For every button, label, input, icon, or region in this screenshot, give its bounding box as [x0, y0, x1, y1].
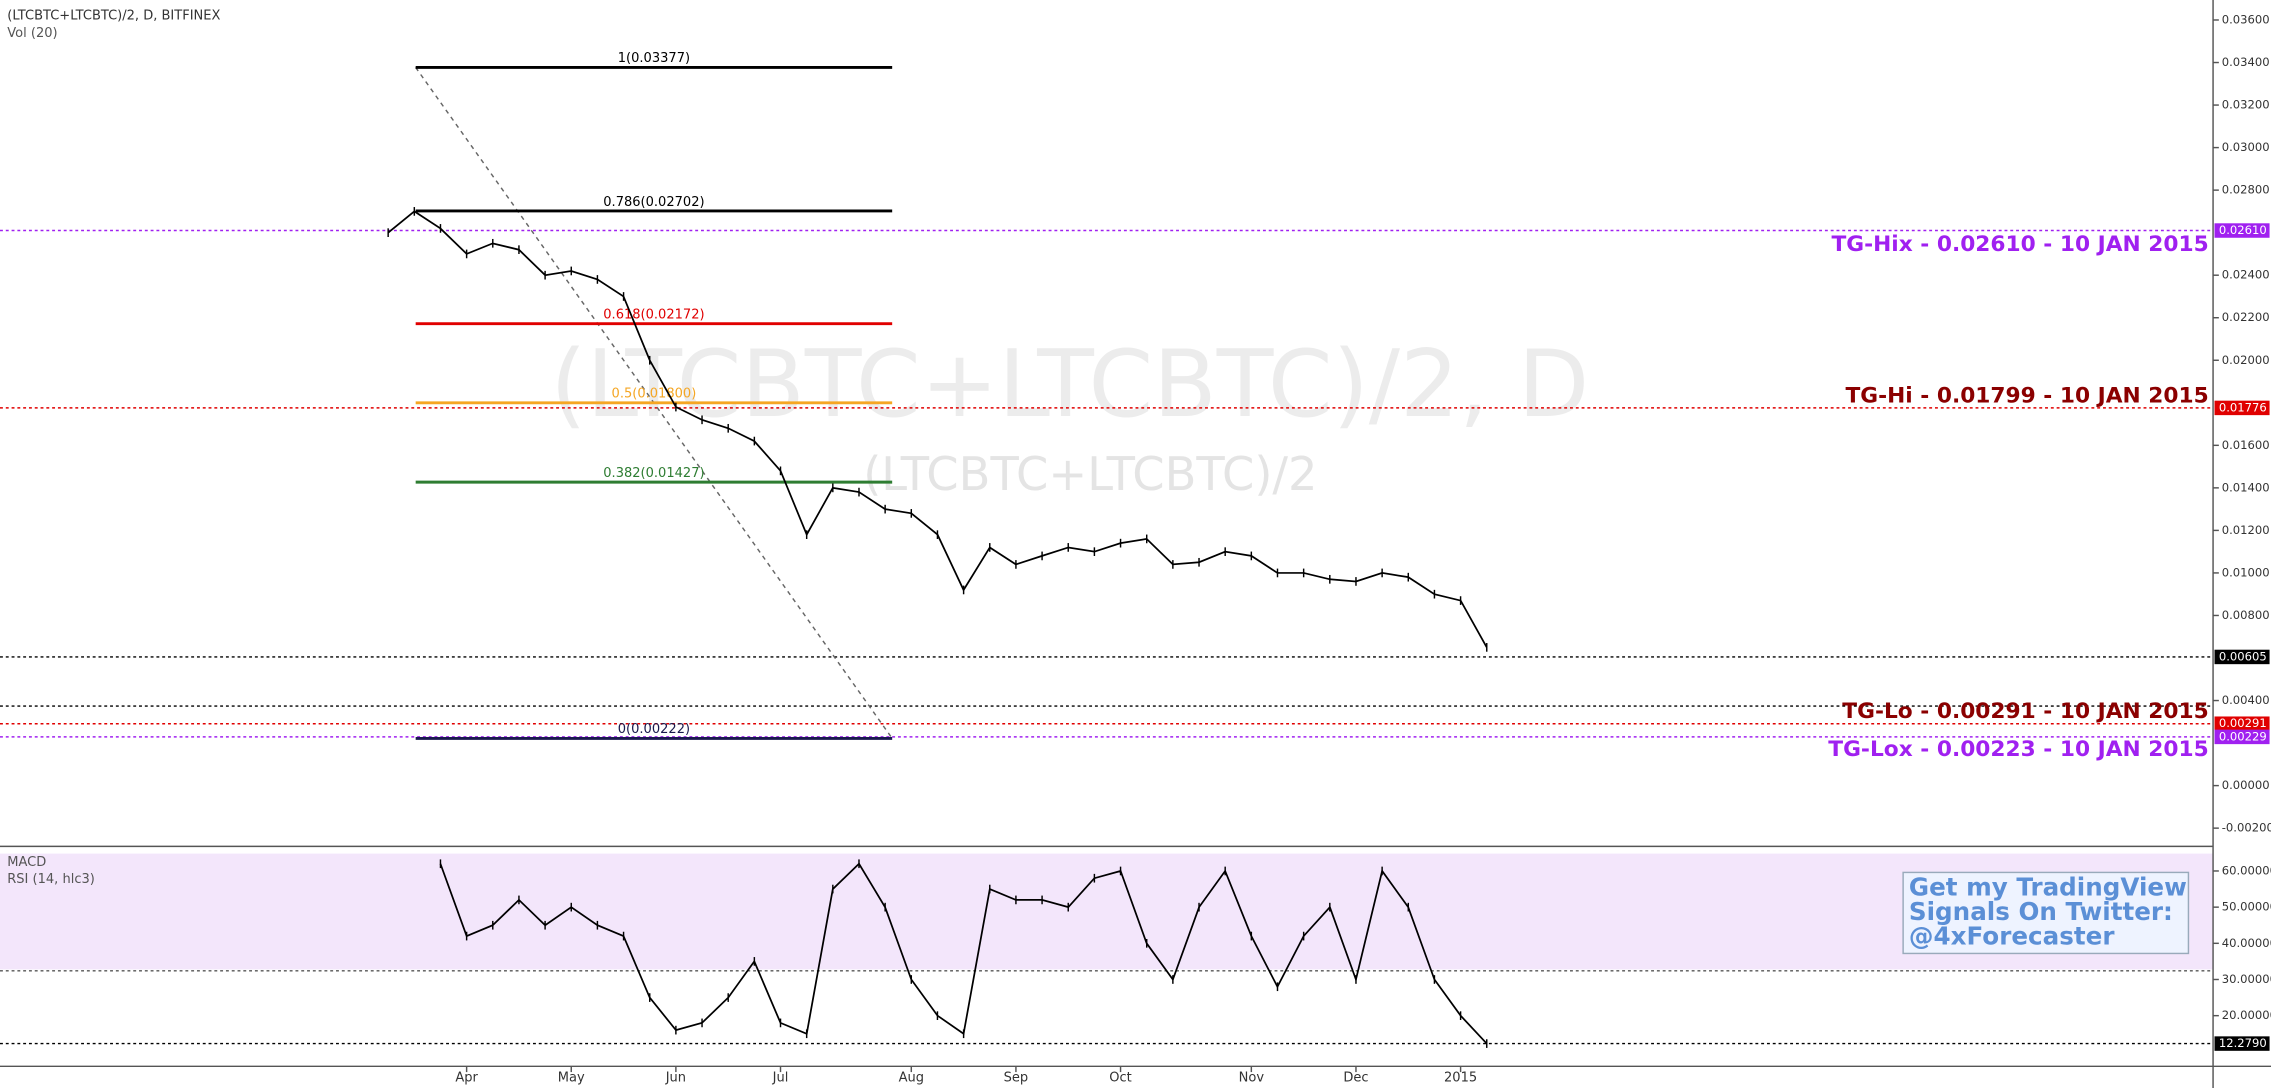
level-note: TG-Hi - 0.01799 - 10 JAN 2015	[1845, 383, 2208, 408]
price-tag-label: 0.01776	[2219, 400, 2267, 414]
price-tag-label: 0.00229	[2219, 729, 2267, 743]
chart-subtitle: Vol (20)	[7, 26, 57, 41]
price-tag	[2214, 716, 2270, 731]
y-tick-label: 0.02200	[2222, 310, 2270, 324]
y-tick-label: 0.03200	[2222, 98, 2270, 112]
x-tick-label: May	[558, 1070, 585, 1085]
level-note: TG-Hix - 0.02610 - 10 JAN 2015	[1831, 232, 2208, 257]
y-tick-label: 0.01200	[2222, 523, 2270, 537]
level-note: TG-Lo - 0.00291 - 10 JAN 2015	[1842, 699, 2208, 724]
rsi-band	[0, 853, 2214, 970]
price-tag	[2214, 400, 2270, 416]
price-tag	[2214, 729, 2270, 745]
fib-label: 1(0.03377)	[618, 51, 690, 66]
y-tick-label: 0.01000	[2222, 565, 2270, 579]
price-tag-label: 0.00291	[2219, 716, 2267, 730]
y-tick-label: 0.03400	[2222, 55, 2270, 69]
y-tick-label: 40.00000	[2222, 936, 2271, 950]
price-tag-label: 0.02610	[2219, 223, 2267, 237]
promo-text: Get my TradingView	[1909, 872, 2187, 901]
price-tag	[2214, 223, 2270, 238]
y-tick-label: 0.01400	[2222, 480, 2270, 494]
fib-label: 0.618(0.02172)	[603, 308, 704, 323]
fib-label: 0.786(0.02702)	[603, 195, 704, 210]
fib-label: 0.5(0.01800)	[612, 387, 697, 402]
x-tick-label: Jul	[772, 1070, 789, 1085]
promo-text: @4xForecaster	[1909, 922, 2115, 951]
promo-text: Signals On Twitter:	[1909, 897, 2173, 926]
price-tag	[2214, 1036, 2270, 1051]
promo-box	[1902, 871, 2190, 955]
y-tick-label: 0.00000	[2222, 778, 2270, 792]
chart-title: (LTCBTC+LTCBTC)/2, D, BITFINEX	[7, 8, 220, 23]
x-tick-label: Jun	[665, 1070, 686, 1085]
y-tick-label: 0.00800	[2222, 608, 2270, 622]
x-tick-label: Oct	[1109, 1070, 1132, 1085]
y-tick-label: 0.03000	[2222, 140, 2270, 154]
y-tick-label: 60.00000	[2222, 863, 2271, 877]
macd-label: MACD	[7, 855, 46, 870]
y-tick-label: 0.02400	[2222, 268, 2270, 282]
watermark: (LTCBTC+LTCBTC)/2, D	[550, 330, 1589, 438]
x-tick-label: Sep	[1004, 1070, 1029, 1085]
x-tick-label: Aug	[899, 1070, 924, 1085]
y-tick-label: 30.00000	[2222, 972, 2271, 986]
x-tick-label: 2015	[1444, 1070, 1477, 1085]
y-tick-label: 0.00400	[2222, 693, 2270, 707]
x-tick-label: Apr	[455, 1070, 478, 1085]
y-tick-label: 0.02000	[2222, 353, 2270, 367]
y-tick-label: 0.03600	[2222, 12, 2270, 26]
y-tick-label: 0.01600	[2222, 438, 2270, 452]
price-tag-label: 0.00605	[2219, 649, 2267, 663]
x-tick-label: Nov	[1239, 1070, 1265, 1085]
y-tick-label: 50.00000	[2222, 900, 2271, 914]
x-tick-label: Dec	[1343, 1070, 1368, 1085]
rsi-label: RSI (14, hlc3)	[7, 872, 95, 887]
watermark-sub: (LTCBTC+LTCBTC)/2	[863, 447, 1317, 501]
y-tick-label: 20.00000	[2222, 1008, 2271, 1022]
price-tag	[2214, 649, 2270, 665]
price-tag-label: 12.2790	[2219, 1036, 2267, 1050]
fib-label: 0(0.00222)	[618, 722, 690, 737]
y-tick-label: -0.00200	[2222, 821, 2271, 835]
level-note: TG-Lox - 0.00223 - 10 JAN 2015	[1828, 737, 2208, 762]
fib-label: 0.382(0.01427)	[603, 466, 704, 481]
y-tick-label: 0.02800	[2222, 183, 2270, 197]
